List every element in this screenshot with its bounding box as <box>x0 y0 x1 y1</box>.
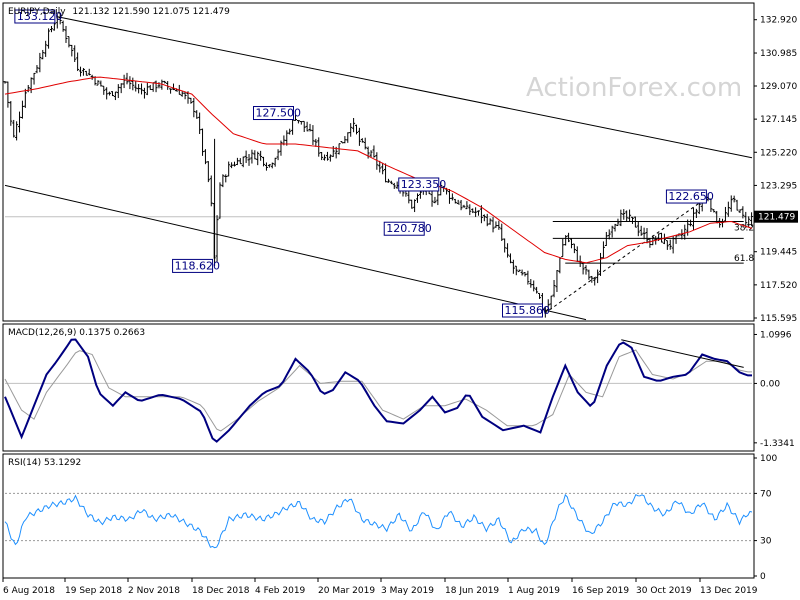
rsi-panel-title: RSI(14) 53.1292 <box>8 458 81 468</box>
rsi-tick-label: 0 <box>760 572 766 582</box>
price-tick-label: 127.145 <box>760 115 797 125</box>
x-tick-label: 6 Aug 2018 <box>3 586 55 596</box>
rsi-layer <box>4 492 753 549</box>
price-tick-label: 123.295 <box>760 181 797 191</box>
price-tick-label: 130.985 <box>760 49 797 59</box>
price-label-text: 127.500 <box>256 107 302 120</box>
axis-layer: 132.920 130.985 129.070 127.145 125.220 123.2… <box>2 16 798 596</box>
price-panel-title: EURJPY,Daily 121.132 121.590 121.075 121… <box>8 7 230 17</box>
fib-label-1: 61.8 <box>734 254 754 264</box>
price-label-text: 120.780 <box>386 222 432 235</box>
x-tick-label: 19 Sep 2018 <box>65 586 122 596</box>
price-title: EURJPY,Daily <box>8 7 66 17</box>
price-label-118.620: 118.620 <box>172 258 221 273</box>
price-label-122.650: 122.650 <box>665 189 714 204</box>
price-label-box <box>665 189 707 204</box>
rsi-tick-label: 100 <box>760 454 777 464</box>
price-tick-label: 125.220 <box>760 148 797 158</box>
price-ohlc: 121.132 121.590 121.075 121.479 <box>72 7 230 17</box>
rsi-series-line <box>4 493 753 549</box>
fib-label-0: 38.2 <box>734 224 754 234</box>
price-layer: 38.2 61.8 133.120 127.500 118.620 123.350 120.… <box>3 9 754 321</box>
price-label-115.860: 115.860 <box>502 303 551 318</box>
price-label-120.780: 120.780 <box>383 221 432 236</box>
x-tick-label: 30 Oct 2019 <box>636 586 692 596</box>
price-label-text: 133.120 <box>17 10 63 23</box>
channel-top-line <box>56 16 753 159</box>
x-tick-label: 18 Dec 2018 <box>192 586 250 596</box>
x-tick-label: 3 May 2019 <box>381 586 434 596</box>
price-tick-label: 115.595 <box>760 314 797 324</box>
macd-panel-frame <box>2 323 755 452</box>
price-label-box <box>253 106 294 121</box>
price-label-box <box>398 177 440 192</box>
macd-series-macd <box>4 338 752 443</box>
price-label-box <box>14 9 56 24</box>
macd-panel-title: MACD(12,26,9) 0.1375 0.2663 <box>8 328 145 338</box>
price-tick-label: 119.445 <box>760 248 797 258</box>
last-price-badge <box>754 210 798 223</box>
channel-bottom-line <box>4 184 587 321</box>
x-tick-label: 20 Mar 2019 <box>318 586 375 596</box>
watermark: ActionForex.com <box>526 73 742 103</box>
price-panel-frame <box>2 2 755 322</box>
x-tick-label: 4 Feb 2019 <box>255 586 306 596</box>
moving-average-line <box>4 76 753 264</box>
price-tick-label: 129.070 <box>760 82 797 92</box>
rsi-tick-label: 70 <box>760 489 772 499</box>
price-label-133.120: 133.120 <box>14 9 63 24</box>
macd-tick-label: 0.00 <box>760 379 780 389</box>
price-label-box <box>502 303 543 318</box>
macd-trend-line <box>621 339 744 368</box>
price-tick-label: 132.920 <box>760 16 797 26</box>
macd-layer <box>4 338 752 443</box>
x-tick-label: 1 Aug 2019 <box>508 586 560 596</box>
price-label-text: 118.620 <box>175 259 221 272</box>
macd-tick-label: -1.3341 <box>760 439 795 449</box>
x-tick-label: 16 Sep 2019 <box>572 586 629 596</box>
price-label-text: 122.650 <box>668 190 714 203</box>
price-tick-label: 117.520 <box>760 281 797 291</box>
price-label-text: 115.860 <box>505 304 551 317</box>
price-label-text: 123.350 <box>401 178 447 191</box>
price-label-box <box>383 221 425 236</box>
rsi-panel-frame <box>2 453 755 579</box>
price-label-127.500: 127.500 <box>253 106 302 121</box>
x-tick-label: 13 Dec 2019 <box>700 586 758 596</box>
price-label-123.350: 123.350 <box>398 177 447 192</box>
x-tick-label: 18 Jun 2019 <box>445 586 499 596</box>
price-label-box <box>172 258 214 273</box>
macd-series-signal <box>4 349 752 432</box>
macd-tick-label: 1.0996 <box>760 330 792 340</box>
x-tick-label: 2 Nov 2018 <box>128 586 180 596</box>
rsi-tick-label: 30 <box>760 537 772 547</box>
last-price-text: 121.479 <box>758 213 795 223</box>
